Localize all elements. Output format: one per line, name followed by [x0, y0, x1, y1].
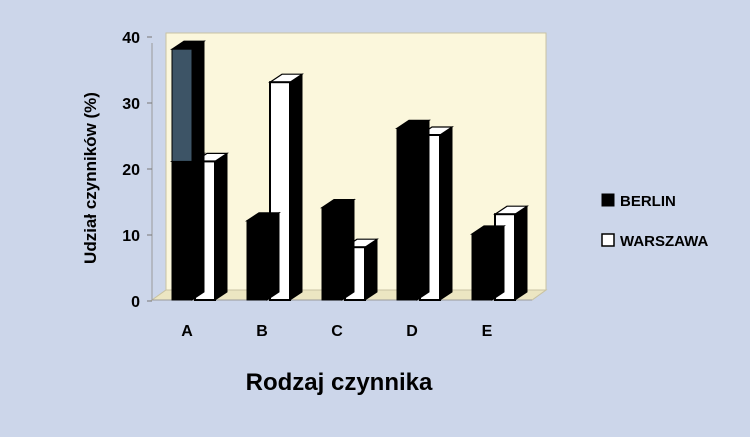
legend-label-berlin: BERLIN [620, 193, 676, 210]
bar-berlin-d [395, 119, 431, 301]
bar-warszawa-a-side [214, 152, 228, 301]
bar-berlin-a-front [171, 160, 193, 301]
bar-berlin-highlight-a [170, 40, 206, 163]
legend-item-berlin: BERLIN [601, 193, 676, 210]
legend-swatch-berlin [601, 193, 615, 207]
bar-warszawa-c-side [364, 238, 378, 301]
bar-warszawa-b-side [289, 73, 303, 301]
bar-berlin-d-side [416, 119, 430, 301]
legend: BERLIN WARSZAWA [601, 193, 708, 250]
x-tick-label: E [482, 323, 493, 340]
x-axis-ticks: A B C D E [181, 323, 492, 340]
bar-berlin-d-front [396, 127, 418, 301]
bar-berlin-a-side [191, 152, 205, 301]
bars-group [170, 40, 529, 301]
x-tick-label: B [256, 323, 268, 340]
y-tick-label: 30 [122, 96, 140, 113]
y-tick-label: 20 [122, 162, 140, 179]
bar-berlin-c-front [321, 207, 343, 301]
legend-item-warszawa: WARSZAWA [601, 233, 708, 250]
x-tick-label: A [181, 323, 193, 340]
bar-berlin-b [245, 211, 281, 301]
y-tick-label: 40 [122, 30, 140, 47]
bar-berlin-b-front [246, 220, 268, 301]
legend-swatch-warszawa [601, 233, 615, 247]
bar-berlin-a [170, 152, 206, 301]
y-axis-label: Udział czynników (%) [81, 92, 100, 264]
bar-berlin-c [320, 198, 356, 301]
bar-warszawa-d-side [439, 126, 453, 301]
y-tick-label: 10 [122, 228, 140, 245]
x-tick-label: D [406, 323, 418, 340]
x-axis-label: Rodzaj czynnika [246, 369, 433, 396]
bar-berlin-highlight-a-side [191, 40, 205, 163]
bar-berlin-e-side [491, 225, 505, 301]
bar-warszawa-e-side [514, 205, 528, 301]
bar-berlin-c-side [341, 198, 355, 301]
bar-berlin-highlight-a-front [171, 48, 193, 162]
legend-label-warszawa: WARSZAWA [620, 233, 708, 250]
y-axis: 0 10 20 30 40 [122, 30, 152, 311]
bar-berlin-b-side [266, 211, 280, 301]
y-tick-label: 0 [131, 294, 140, 311]
bar-berlin-e-front [471, 233, 493, 301]
x-tick-label: C [331, 323, 343, 340]
bar-berlin-e [470, 225, 506, 301]
